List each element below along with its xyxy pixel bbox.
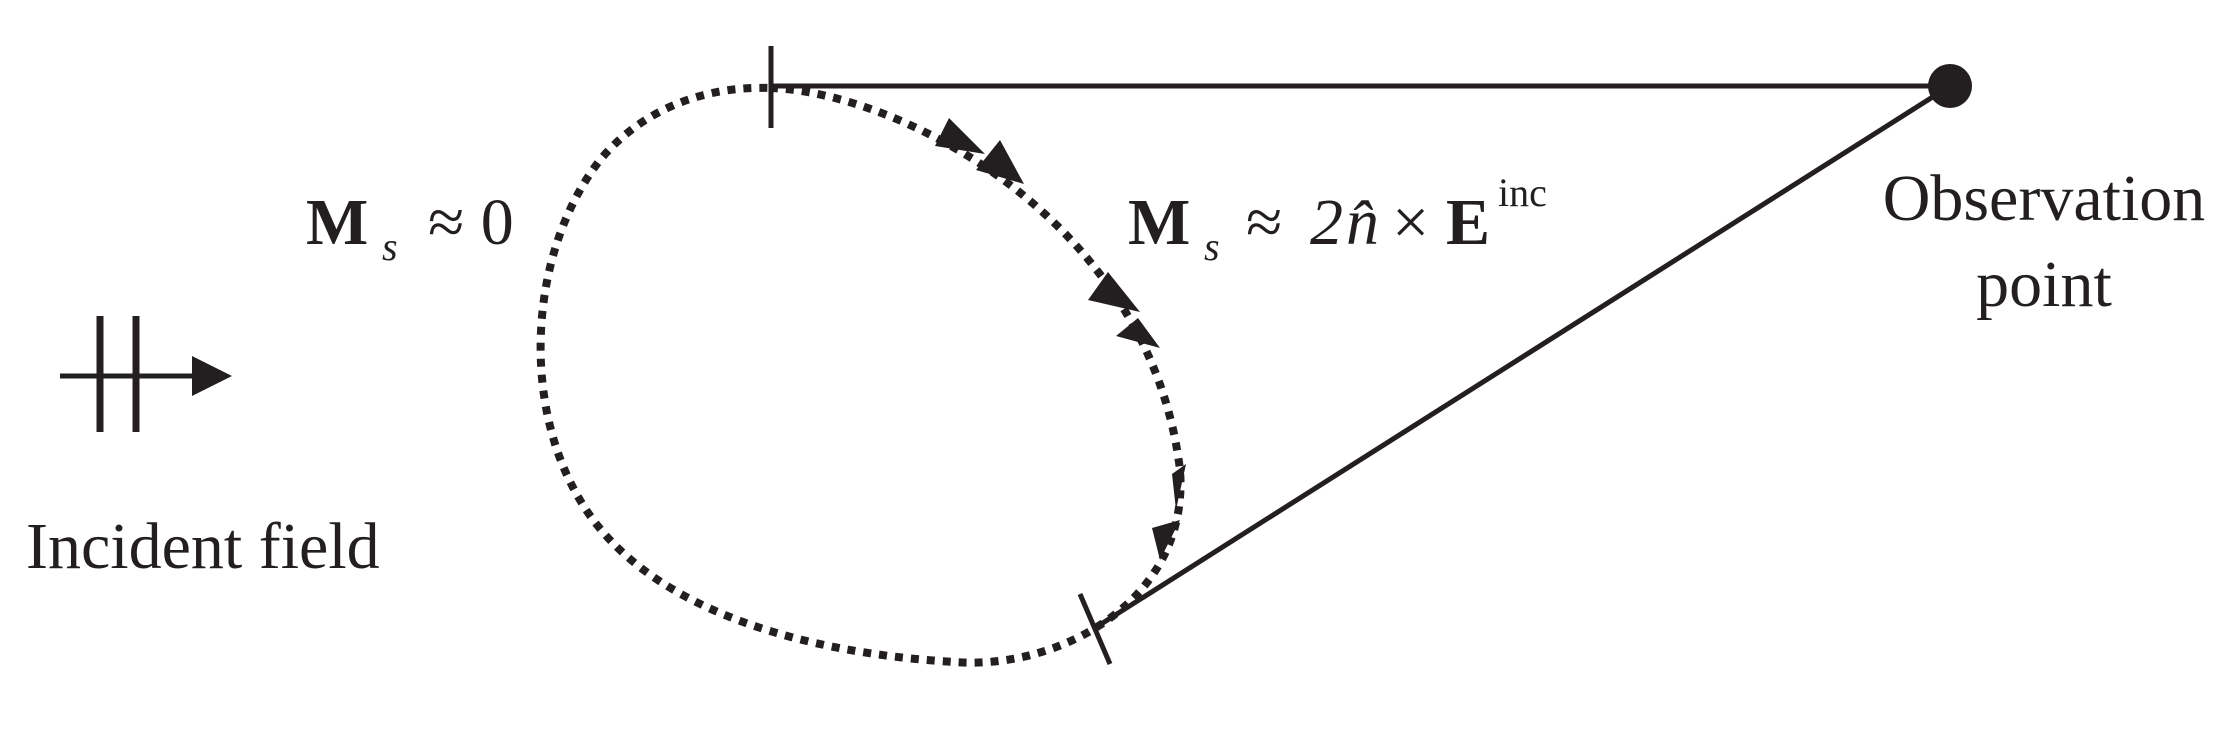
ray-bottom [1096,83,1952,629]
observation-point-dot-icon [1928,64,1972,108]
observation-label-line1: Observation [1883,162,2206,235]
current-arrow-5 [1172,464,1186,510]
observation-label-line2: point [1976,248,2112,321]
shadow-eq-symbol: M [306,186,368,259]
current-arrow-2 [976,140,1024,184]
current-arrow-3 [1088,272,1140,312]
lit-eq-superscript: inc [1498,170,1547,215]
surface-current-arrows [935,118,1186,560]
incident-field-double-bar-arrow-icon [60,316,232,432]
lit-eq-normal: n̂ [1346,186,1379,259]
lit-eq-field: E [1446,186,1490,259]
current-arrow-4 [1116,318,1160,348]
current-arrow-1 [935,118,985,154]
shadow-side-equation: M s ≈ 0 [306,186,514,269]
shadow-eq-subscript: s [382,224,398,269]
lit-eq-factor: 2 [1310,186,1343,259]
lit-eq-subscript: s [1204,224,1220,269]
incident-field-label: Incident field [26,510,380,583]
lit-side-equation: M s ≈ 2 n̂ × E inc [1128,170,1547,269]
shadow-eq-relation: ≈ 0 [428,186,514,259]
lit-eq-times: × [1392,186,1429,259]
lit-eq-approx: ≈ [1246,186,1282,259]
lit-eq-symbol: M [1128,186,1190,259]
shadow-boundary-bottom-mark [1077,593,1113,665]
scatterer-outline [536,83,1185,667]
current-arrow-6 [1152,520,1180,560]
